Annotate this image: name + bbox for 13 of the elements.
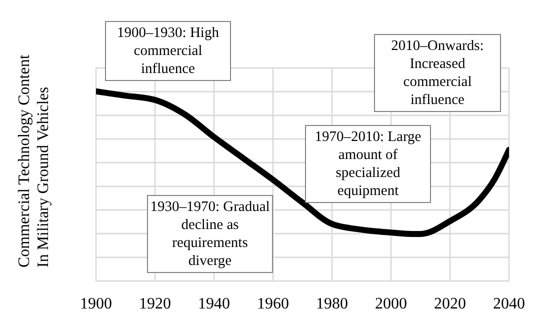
y-axis-title: Commercial Technology Content In Military Ground Vehicles bbox=[15, 54, 53, 268]
annotation: 1970–2010: Large amount of specialized equipment bbox=[305, 125, 431, 203]
x-tick-label: 2000 bbox=[375, 295, 407, 312]
annotation: 1930–1970: Gradual decline as requirements diverge bbox=[147, 195, 273, 273]
x-tick-label: 1980 bbox=[316, 295, 348, 312]
x-tick-label: 1920 bbox=[139, 295, 171, 312]
x-tick-label: 2040 bbox=[493, 295, 525, 312]
x-tick-label: 1940 bbox=[198, 295, 230, 312]
x-tick-label: 2020 bbox=[434, 295, 466, 312]
annotation: 2010–Onwards: Increased commercial influence bbox=[374, 34, 501, 112]
text: 1900–1930: High commercial influence bbox=[105, 21, 231, 81]
x-tick-label: 1960 bbox=[257, 295, 289, 312]
x-tick-label: 1900 bbox=[80, 295, 112, 312]
